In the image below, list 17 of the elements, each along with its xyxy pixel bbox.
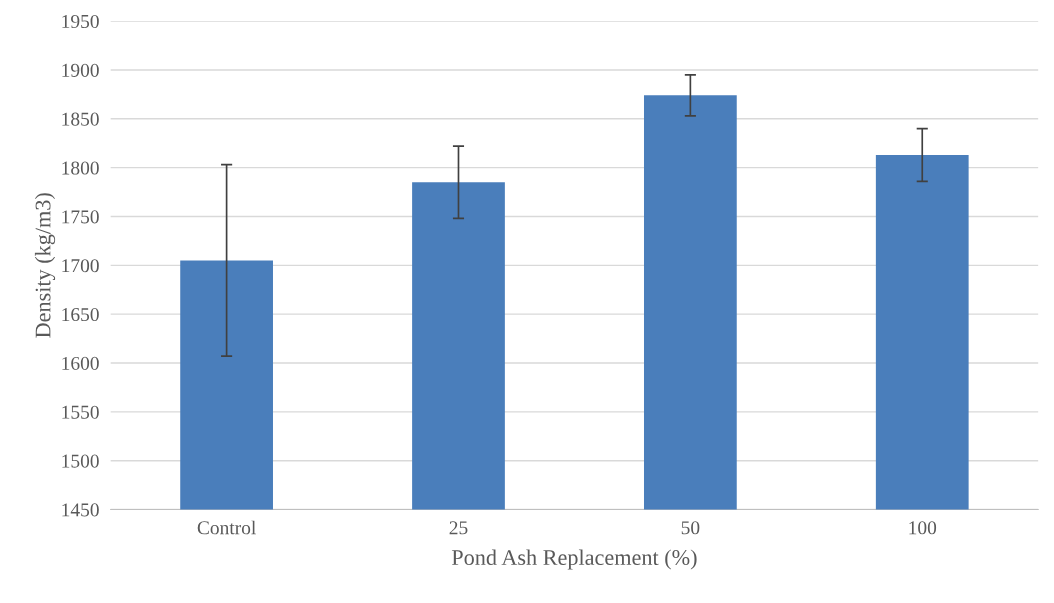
x-tick-label: 100 bbox=[909, 521, 937, 535]
y-tick-label: 1850 bbox=[62, 112, 99, 126]
y-tick-label: 1600 bbox=[62, 356, 99, 370]
x-axis-title: Pond Ash Replacement (%) bbox=[451, 549, 697, 570]
x-tick-label: 25 bbox=[449, 521, 468, 535]
y-tick-label: 1450 bbox=[62, 503, 99, 517]
y-tick-label: 1550 bbox=[62, 405, 99, 419]
y-tick-label: 1650 bbox=[62, 307, 99, 322]
y-tick-label: 1800 bbox=[62, 161, 99, 175]
y-axis-title: Density (kg/m3) bbox=[34, 193, 56, 338]
y-tick-label: 1950 bbox=[62, 14, 99, 29]
y-tick-label: 1700 bbox=[62, 259, 99, 273]
x-tick-label: 50 bbox=[681, 521, 700, 535]
y-tick-label: 1900 bbox=[62, 63, 99, 77]
y-tick-label: 1750 bbox=[62, 210, 99, 224]
y-tick-label: 1500 bbox=[62, 454, 99, 468]
x-tick-label: Control bbox=[197, 520, 256, 535]
